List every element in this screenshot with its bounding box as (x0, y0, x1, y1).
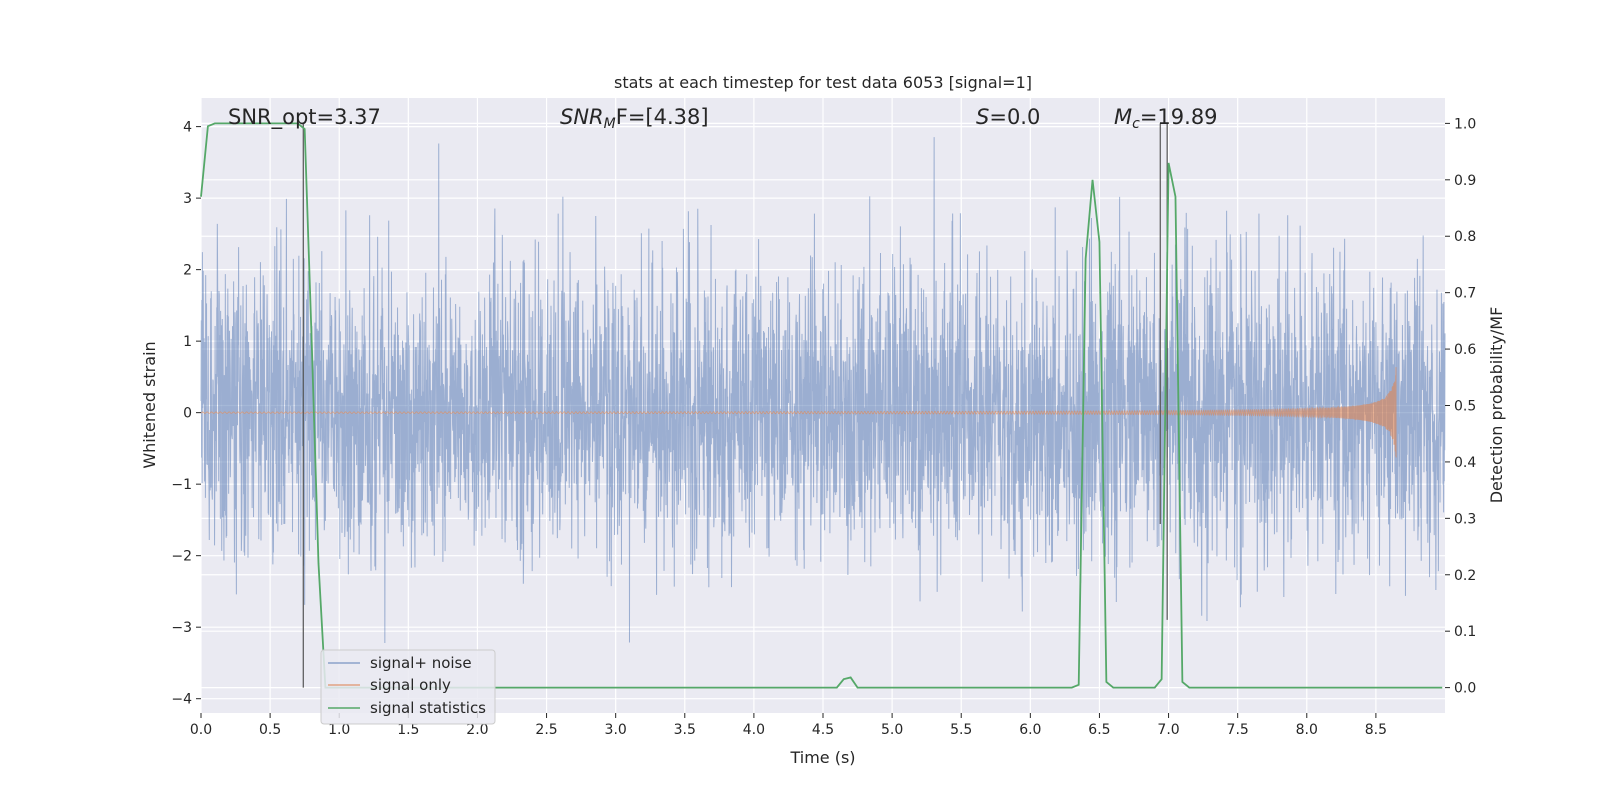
annotation-s: S=0.0 (976, 105, 1040, 129)
signal-only-series (200, 367, 1397, 458)
y-left-axis-label: Whitened strain (140, 341, 159, 468)
y-right-tick-label: 1.0 (1454, 116, 1476, 132)
x-tick-label: 1.0 (328, 722, 350, 738)
legend-label-signal-only: signal only (370, 676, 451, 694)
x-tick-label: 4.0 (743, 722, 765, 738)
y-left-ticks: 4 3 2 1 0 −1 −2 −3 −4 (171, 120, 201, 708)
y-left-tick-label: −4 (171, 692, 192, 708)
x-tick-label: 2.0 (466, 722, 488, 738)
annotation-snr-mf: SNRMF=[4.38] (560, 105, 709, 132)
y-left-tick-label: 3 (183, 191, 192, 207)
y-left-tick-label: 2 (183, 263, 192, 279)
y-right-tick-label: 0.7 (1454, 286, 1476, 302)
noise-series (200, 137, 1446, 643)
y-right-tick-label: 0.8 (1454, 229, 1476, 245)
x-tick-label: 6.5 (1088, 722, 1110, 738)
legend: signal+ noise signal only signal statist… (320, 649, 496, 725)
y-left-tick-label: 1 (183, 334, 192, 350)
x-tick-label: 7.5 (1227, 722, 1249, 738)
x-tick-label: 8.0 (1296, 722, 1318, 738)
series-line-signal-statistics (200, 122, 1443, 689)
x-tick-label: 8.5 (1365, 722, 1387, 738)
annotation-mc: Mc=19.89 (1114, 105, 1218, 132)
series-line-signal-only (200, 367, 1397, 458)
x-tick-label: 3.0 (605, 722, 627, 738)
y-left-tick-label: 0 (183, 406, 192, 422)
annotation-snr-opt: SNR_opt=3.37 (228, 105, 381, 130)
x-tick-label: 7.0 (1157, 722, 1179, 738)
chart-title: stats at each timestep for test data 605… (614, 73, 1032, 92)
x-tick-label: 0.0 (190, 722, 212, 738)
series-line-signal-noise (200, 137, 1446, 643)
x-axis-label: Time (s) (789, 748, 855, 767)
x-tick-label: 0.5 (259, 722, 281, 738)
y-left-tick-label: −1 (171, 477, 192, 493)
legend-box (320, 649, 496, 725)
y-left-tick-label: −3 (171, 620, 192, 636)
legend-label-signal-statistics: signal statistics (370, 699, 486, 717)
y-right-tick-label: 0.9 (1454, 173, 1476, 189)
y-right-tick-label: 0.2 (1454, 568, 1476, 584)
y-right-tick-label: 0.3 (1454, 511, 1476, 527)
x-tick-label: 3.5 (674, 722, 696, 738)
y-right-tick-label: 0.4 (1454, 455, 1476, 471)
y-right-tick-label: 0.0 (1454, 681, 1476, 697)
x-tick-label: 5.0 (881, 722, 903, 738)
y-right-tick-label: 0.5 (1454, 399, 1476, 415)
x-tick-label: 1.5 (397, 722, 419, 738)
y-right-axis-label: Detection probability/MF (1487, 307, 1506, 504)
y-left-tick-label: 4 (183, 120, 192, 136)
x-ticks: 0.0 0.5 1.0 1.5 2.0 2.5 3.0 3.5 4.0 4.5 5.0 5.5 6.0 6… (190, 713, 1387, 738)
x-tick-label: 5.5 (950, 722, 972, 738)
y-right-tick-label: 0.1 (1454, 624, 1476, 640)
x-tick-label: 2.5 (535, 722, 557, 738)
x-tick-label: 4.5 (812, 722, 834, 738)
legend-label-signal-noise: signal+ noise (370, 654, 472, 672)
y-right-ticks: 1.0 0.9 0.8 0.7 0.6 0.5 0.4 0.3 0.2 0.1 0.0 (1445, 116, 1476, 697)
y-left-tick-label: −2 (171, 549, 192, 565)
y-right-tick-label: 0.6 (1454, 342, 1476, 358)
signal-statistics-series (200, 122, 1443, 689)
x-tick-label: 6.0 (1019, 722, 1041, 738)
